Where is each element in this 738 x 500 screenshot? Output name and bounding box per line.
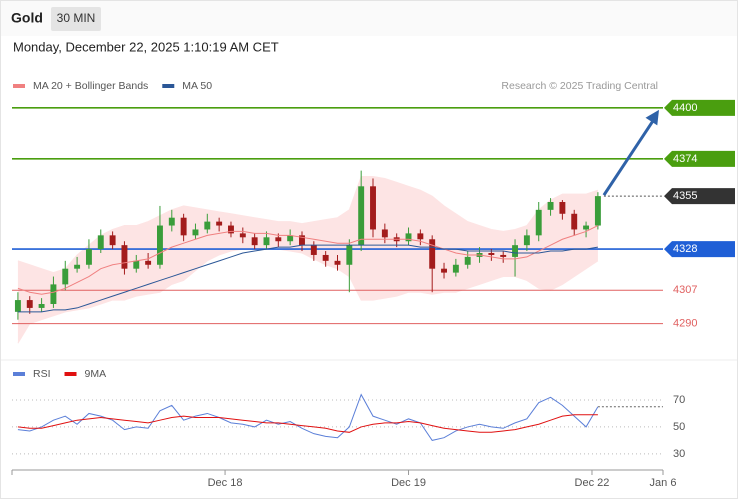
candle-body bbox=[145, 260, 152, 265]
level-label: 4290 bbox=[673, 318, 697, 330]
candle-body bbox=[156, 225, 163, 265]
candle-body bbox=[452, 264, 459, 273]
candle-body bbox=[216, 221, 223, 226]
ma-line bbox=[17, 225, 599, 295]
legend-label: RSI bbox=[33, 368, 51, 380]
candle-body bbox=[204, 221, 211, 230]
candle-body bbox=[523, 235, 530, 246]
title: Gold bbox=[11, 10, 43, 26]
candle-body bbox=[275, 237, 282, 242]
candle-body bbox=[583, 225, 590, 230]
legend-swatch bbox=[13, 84, 25, 88]
rsi-line bbox=[17, 414, 598, 433]
candle-body bbox=[535, 209, 542, 236]
candle-body bbox=[464, 256, 471, 265]
candle-body bbox=[239, 233, 246, 238]
candle-body bbox=[180, 217, 187, 236]
candle-body bbox=[26, 300, 33, 308]
level-tag bbox=[664, 150, 735, 167]
legend-swatch bbox=[64, 372, 77, 376]
candle-body bbox=[74, 264, 81, 269]
candle-body bbox=[263, 237, 270, 246]
datetime: Monday, December 22, 2025 1:10:19 AM CET bbox=[13, 39, 279, 54]
candle-body bbox=[571, 213, 578, 230]
candle-body bbox=[334, 260, 341, 265]
candle-body bbox=[168, 217, 175, 226]
candle-body bbox=[38, 304, 45, 308]
bollinger-upper bbox=[17, 176, 599, 274]
ma-line bbox=[17, 244, 598, 313]
x-tick-label: Dec 19 bbox=[391, 477, 426, 489]
level-label: 4374 bbox=[673, 153, 697, 165]
candle-body bbox=[251, 237, 258, 246]
candle-body bbox=[429, 239, 436, 269]
legend-swatch bbox=[162, 84, 175, 88]
candle-body bbox=[417, 233, 424, 240]
level-tag bbox=[664, 241, 735, 258]
level-label: 4400 bbox=[673, 102, 697, 114]
rsi-line bbox=[17, 393, 599, 441]
candle-body bbox=[405, 233, 412, 242]
candle-body bbox=[441, 268, 447, 273]
header-bar bbox=[1, 1, 737, 36]
level-label: 4355 bbox=[673, 190, 697, 202]
level-label: 4307 bbox=[673, 284, 697, 296]
candle-body bbox=[346, 245, 353, 265]
candle-body bbox=[85, 249, 92, 265]
x-tick-label: Dec 22 bbox=[575, 477, 610, 489]
candle-body bbox=[547, 202, 554, 210]
candle-body bbox=[287, 235, 294, 242]
legend-label: MA 50 bbox=[182, 80, 212, 92]
y-tick-label: 70 bbox=[673, 394, 685, 406]
x-tick-label: Dec 18 bbox=[208, 477, 243, 489]
legend-swatch bbox=[13, 372, 25, 376]
candle-body bbox=[97, 235, 104, 250]
candle-body bbox=[512, 245, 519, 257]
candle-body bbox=[192, 229, 199, 236]
candle-body bbox=[50, 284, 57, 304]
level-tag bbox=[664, 99, 735, 116]
candle-body bbox=[358, 186, 365, 246]
candle-body bbox=[322, 254, 329, 261]
x-tick-label: Jan 6 bbox=[650, 477, 677, 489]
candle-body bbox=[310, 245, 317, 255]
candle-body bbox=[559, 202, 566, 214]
candle-body bbox=[299, 235, 305, 246]
copyright: Research © 2025 Trading Central bbox=[501, 80, 658, 92]
candle-body bbox=[109, 235, 116, 246]
legend-label: 9MA bbox=[85, 368, 107, 380]
timeframe-button[interactable] bbox=[51, 7, 101, 31]
y-tick-label: 50 bbox=[673, 421, 685, 433]
candle-body bbox=[121, 245, 128, 269]
candle-body bbox=[370, 186, 376, 230]
forecast-arrowhead bbox=[645, 109, 659, 126]
forecast-arrow bbox=[602, 120, 655, 196]
bollinger-fill bbox=[17, 176, 598, 344]
candle-body bbox=[133, 260, 140, 269]
bollinger-lower bbox=[17, 248, 599, 344]
candle-body bbox=[500, 254, 507, 257]
candle-body bbox=[228, 225, 234, 234]
legend-label: MA 20 + Bollinger Bands bbox=[33, 80, 148, 92]
candle-body bbox=[14, 300, 21, 312]
level-tag bbox=[664, 188, 735, 205]
candle-body bbox=[488, 253, 495, 255]
candle-body bbox=[594, 196, 601, 226]
y-tick-label: 30 bbox=[673, 448, 685, 460]
candle-body bbox=[62, 268, 69, 285]
timeframe[interactable]: 30 MIN bbox=[57, 11, 96, 25]
candle-body bbox=[381, 229, 388, 238]
level-label: 4328 bbox=[673, 243, 697, 255]
